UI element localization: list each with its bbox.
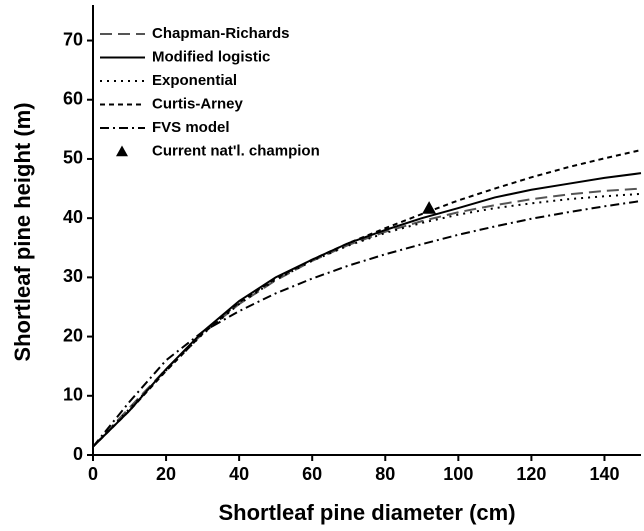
- legend-label: Modified logistic: [152, 48, 270, 65]
- x-tick-label: 140: [589, 464, 619, 484]
- y-tick-label: 30: [63, 266, 83, 286]
- legend-marker: [116, 145, 128, 157]
- y-tick-label: 0: [73, 444, 83, 464]
- legend-label: Curtis-Arney: [152, 95, 244, 112]
- series-line: [92, 199, 642, 448]
- legend-label: Current nat'l. champion: [152, 142, 320, 159]
- x-tick-label: 120: [516, 464, 546, 484]
- y-tick-label: 10: [63, 385, 83, 405]
- y-tick-label: 40: [63, 207, 83, 227]
- legend-label: Exponential: [152, 72, 237, 89]
- x-tick-label: 80: [375, 464, 395, 484]
- y-tick-label: 20: [63, 325, 83, 345]
- legend-label: Chapman-Richards: [152, 25, 290, 42]
- series-line: [92, 172, 642, 448]
- legend-label: FVS model: [152, 119, 230, 136]
- x-tick-label: 20: [156, 464, 176, 484]
- x-axis-label: Shortleaf pine diameter (cm): [218, 500, 515, 525]
- y-axis-label: Shortleaf pine height (m): [10, 102, 35, 361]
- y-tick-label: 50: [63, 148, 83, 168]
- x-tick-label: 40: [229, 464, 249, 484]
- series-line: [92, 187, 642, 448]
- y-tick-label: 70: [63, 29, 83, 49]
- x-tick-label: 60: [302, 464, 322, 484]
- series-line: [92, 192, 642, 448]
- x-tick-label: 100: [443, 464, 473, 484]
- champion-marker: [422, 201, 437, 214]
- x-tick-label: 0: [88, 464, 98, 484]
- series-line: [92, 149, 642, 448]
- y-tick-label: 60: [63, 88, 83, 108]
